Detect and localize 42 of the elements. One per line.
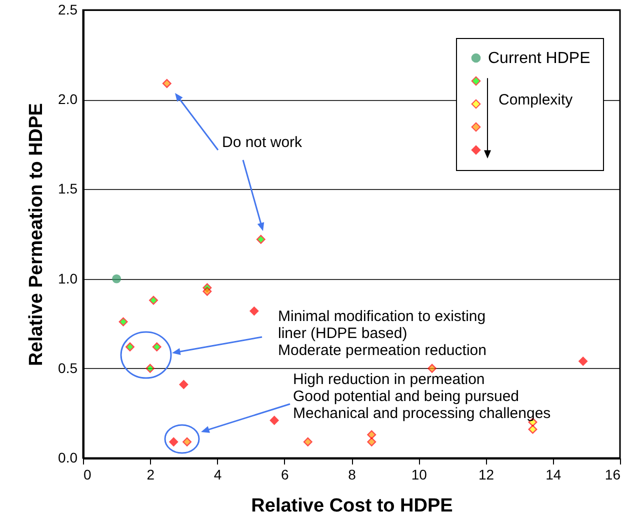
point [179, 380, 188, 389]
point [152, 342, 162, 352]
annotation: High reduction in permeation Good potential and being pursued Mechanical and processing challenges [293, 371, 551, 422]
y-tick-label: 1.5 [58, 180, 78, 197]
x-tick-label: 16 [604, 466, 621, 482]
x-tick-label: 6 [280, 466, 289, 482]
y-tick-label: 0.5 [58, 360, 78, 376]
x-tick-label: 4 [214, 466, 222, 482]
point [578, 356, 588, 366]
point [169, 437, 178, 446]
point [182, 437, 192, 446]
point [112, 274, 122, 284]
point [146, 364, 155, 373]
legend-label: Current HDPE [488, 50, 590, 67]
point [528, 424, 538, 434]
y-tick-label: 2.0 [58, 91, 78, 108]
point [256, 234, 266, 244]
x-axis-title: Relative Cost to HDPE [251, 496, 453, 516]
x-tick-label: 14 [546, 466, 562, 482]
y-axis-title: Relative Permeation to HDPE [26, 103, 48, 366]
y-tick-label: 0.0 [58, 450, 78, 466]
x-tick-label: 2 [146, 466, 155, 482]
point [367, 437, 376, 446]
point [162, 79, 172, 88]
point [270, 416, 279, 425]
x-tick-label: 8 [348, 466, 356, 482]
annotation: Complexity [498, 92, 574, 108]
x-tick-label: 10 [411, 466, 428, 482]
y-tick-label: 2.5 [58, 2, 78, 18]
point [202, 286, 212, 296]
point [250, 306, 259, 316]
point [367, 430, 376, 440]
x-tick-label: 12 [478, 466, 494, 482]
point [428, 364, 437, 373]
x-tick-label: 0 [84, 466, 92, 482]
y-tick-label: 1.0 [58, 270, 78, 286]
point [126, 342, 134, 352]
point [303, 437, 312, 446]
annotation: Minimal modification to existing liner (HDPE based) Moderate permeation reduction [278, 308, 486, 359]
annotation: Do not work [222, 134, 303, 151]
point [149, 296, 158, 305]
point [118, 317, 128, 326]
